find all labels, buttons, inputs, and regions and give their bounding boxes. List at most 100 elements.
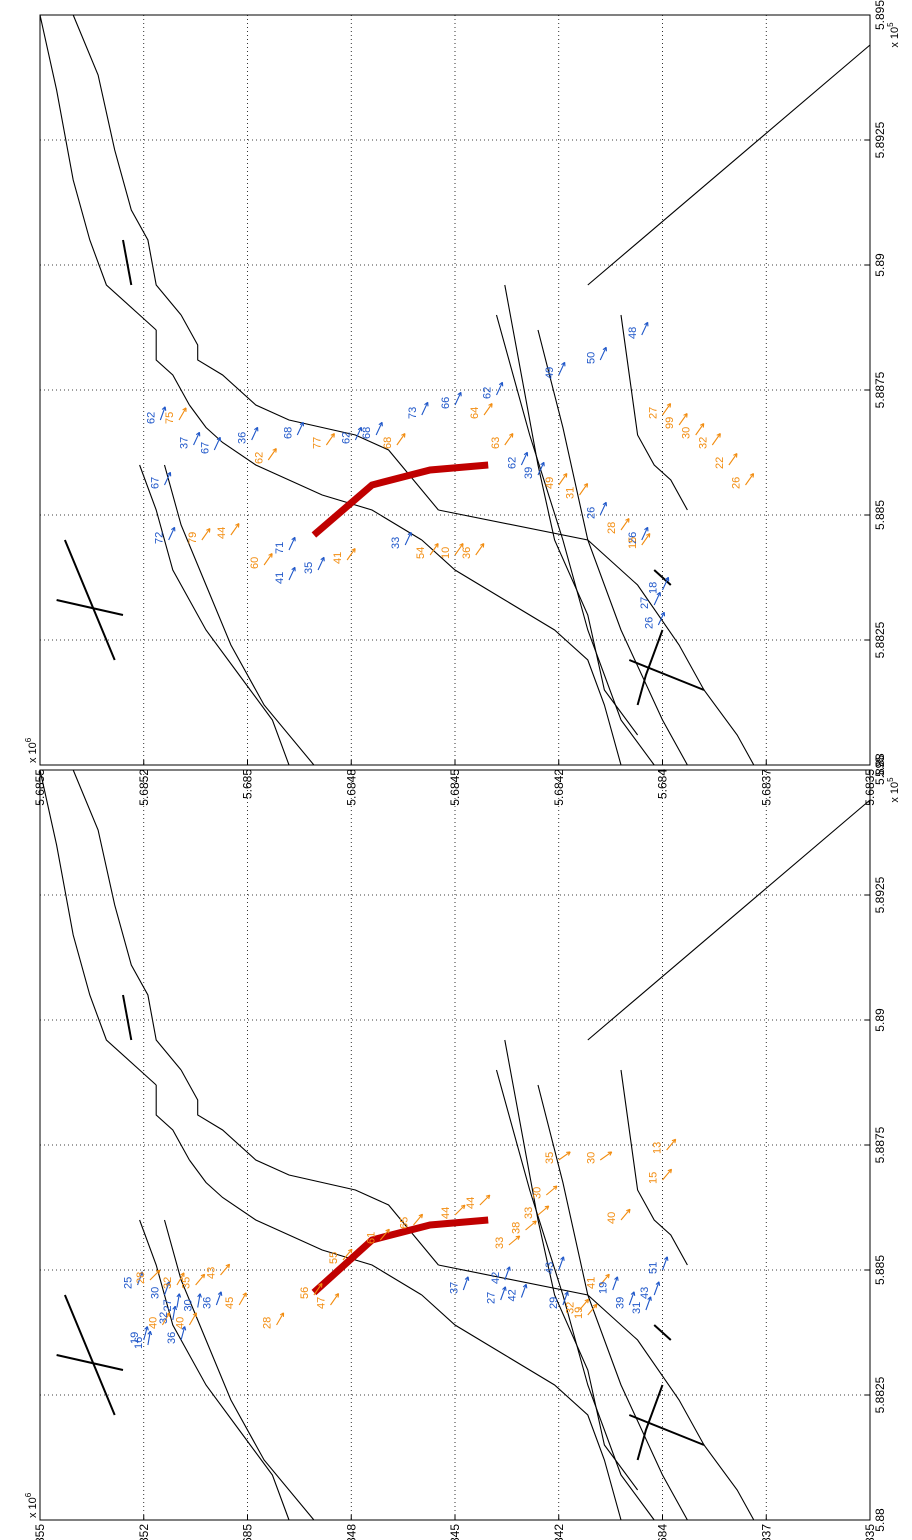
vector-arrow: [628, 1291, 635, 1306]
vector-speed-label: 40: [147, 1317, 159, 1329]
pier: [56, 1354, 124, 1371]
vector-arrowhead: [667, 1168, 673, 1174]
vector-arrowhead: [378, 421, 383, 427]
vector-speed-label: 22: [714, 457, 726, 469]
vector-arrow: [201, 528, 211, 541]
x-tick-label: 5.88: [873, 753, 887, 777]
vector-arrow: [330, 1293, 339, 1306]
vector-mark: 33: [494, 1235, 521, 1249]
y-exponent-label: x 106: [24, 737, 39, 763]
vector-arrowhead: [225, 1263, 231, 1269]
vector-arrow: [662, 577, 669, 591]
vector-speed-label: 30: [531, 1187, 543, 1199]
vector-arrow: [172, 1306, 176, 1321]
vector-speed-label: 43: [206, 1267, 218, 1279]
vector-mark: 47: [316, 1293, 340, 1309]
y-tick-label: 5.6848: [344, 769, 358, 806]
vector-mark: 56: [299, 1283, 323, 1299]
vector-arrowhead: [522, 1283, 528, 1289]
vector-arrowhead: [155, 1269, 161, 1275]
vector-arrow: [508, 1235, 521, 1246]
vector-arrow: [379, 1228, 390, 1241]
vector-arrow: [137, 1271, 143, 1286]
vector-speed-label: 27: [639, 597, 651, 609]
vector-arrow: [579, 1298, 589, 1311]
vector-arrow: [238, 1292, 247, 1306]
coastline: [180, 314, 439, 511]
vector-speed-label: 56: [299, 1287, 311, 1299]
vector-arrowhead: [488, 403, 493, 408]
vector-speed-label: 28: [606, 522, 618, 534]
vector-arrowhead: [671, 1138, 677, 1144]
vector-arrowhead: [532, 1220, 537, 1225]
vector-speed-label: 73: [407, 407, 419, 419]
vector-mark: 26: [643, 611, 666, 629]
vector-speed-label: 30: [150, 1287, 162, 1299]
vector-arrowhead: [172, 1305, 178, 1311]
y-tick-label: 5.6842: [552, 769, 566, 806]
vector-mark: 32: [162, 1272, 185, 1289]
vector-arrowhead: [592, 1303, 598, 1309]
vector-mark: 27: [648, 403, 672, 419]
vector-arrow: [462, 1276, 469, 1291]
vector-arrow: [454, 543, 464, 556]
x-tick-label: 5.895: [873, 0, 887, 30]
vector-arrowhead: [459, 543, 464, 548]
vector-mark: 37: [448, 1276, 470, 1294]
vector-speed-label: 68: [361, 427, 373, 439]
vector-arrowhead: [385, 1228, 390, 1234]
vector-mark: 41: [274, 566, 296, 584]
vector-mark: 62: [340, 426, 363, 444]
vector-arrowhead: [291, 536, 296, 542]
vector-arrowhead: [644, 526, 649, 532]
vector-arrowhead: [235, 523, 240, 528]
vector-arrowhead: [291, 566, 296, 572]
vector-arrowhead: [749, 473, 755, 478]
vector-speed-label: 50: [585, 352, 597, 364]
vector-mark: 19: [573, 1303, 598, 1319]
vector-mark: 67: [199, 436, 222, 454]
vector-mark: 32: [565, 1298, 590, 1314]
vector-speed-label: 36: [461, 547, 473, 559]
vector-arrow: [599, 502, 607, 516]
vector-arrowhead: [320, 556, 325, 562]
vector-arrowhead: [583, 483, 589, 488]
vector-arrow: [558, 1151, 571, 1161]
vector-speed-label: 60: [249, 557, 261, 569]
vector-mark: 18: [648, 576, 670, 594]
x-tick-label: 5.8925: [873, 876, 887, 913]
vector-mark: 75: [164, 407, 187, 424]
coastline: [495, 314, 655, 766]
vector-speed-label: 35: [544, 1152, 556, 1164]
vector-arrow: [558, 1256, 565, 1271]
vector-arrow: [662, 1168, 672, 1181]
vector-arrowhead: [647, 1296, 652, 1301]
vector-speed-label: 79: [187, 532, 199, 544]
vector-mark: 27: [162, 1293, 182, 1312]
grid: [39, 769, 871, 1521]
coastline: [163, 1219, 315, 1521]
vector-arrowhead: [299, 421, 305, 427]
vector-mark: 68: [282, 421, 305, 439]
vector-arrow: [276, 1312, 285, 1326]
vector-arrow: [267, 448, 277, 461]
vector-arrowhead: [630, 1291, 636, 1296]
vector-speed-label: 62: [506, 457, 518, 469]
vector-mark: 42: [506, 1283, 528, 1302]
vector-speed-label: 72: [154, 532, 166, 544]
vector-arrowhead: [165, 1281, 171, 1286]
vector-arrowhead: [171, 526, 176, 532]
vector-speed-label: 68: [282, 427, 294, 439]
y-tick-label: 5.685: [241, 1524, 255, 1540]
vector-speed-label: 62: [253, 452, 265, 464]
vector-arrowhead: [217, 1291, 223, 1296]
vector-arrow: [525, 1220, 537, 1231]
vector-arrow: [288, 567, 296, 581]
vector-arrow: [587, 1303, 598, 1316]
vector-speed-label: 64: [469, 407, 481, 419]
vector-speed-label: 19: [598, 1282, 610, 1294]
vector-speed-label: 36: [166, 1332, 178, 1344]
vector-mark: 25: [123, 1271, 144, 1289]
